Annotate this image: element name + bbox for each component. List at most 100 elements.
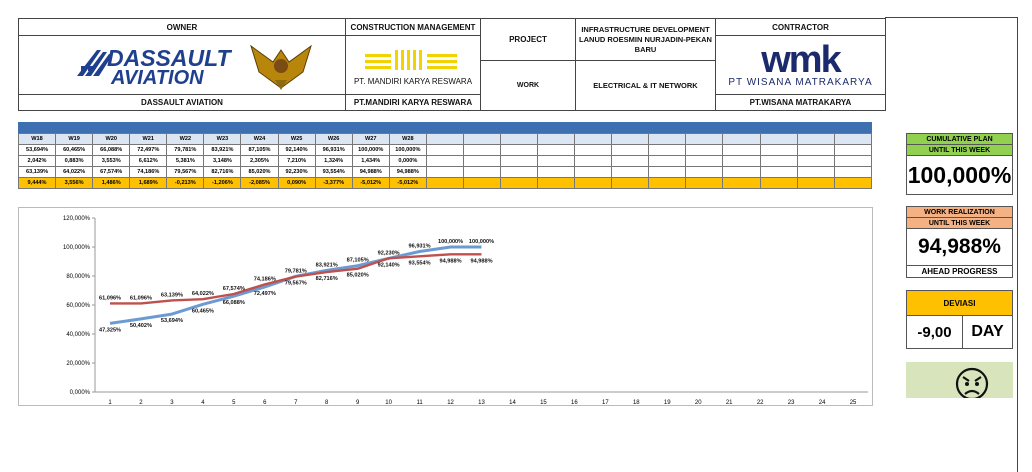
empty-cell — [722, 177, 761, 189]
table-row: 63,139% 64,022% 67,574% 74,186% 79,567% 82,71… — [17, 166, 873, 178]
contractor-logo-name: PT WISANA MATRAKARYA — [728, 76, 873, 88]
table-cell: 82,716% — [203, 166, 242, 178]
mood-box — [906, 362, 1013, 401]
plan-value: 100,000% — [906, 155, 1013, 195]
table-cell: -3,377% — [314, 177, 353, 189]
empty-cell — [425, 144, 464, 156]
chart-frame — [18, 207, 873, 406]
x-tick-label: 9 — [356, 400, 360, 406]
table-cell: 9,444% — [17, 177, 57, 189]
y-tick-label: 20,000% — [66, 361, 90, 367]
table-cell: W20 — [92, 133, 131, 145]
table-cell: 79,567% — [166, 166, 205, 178]
data-label: 82,716% — [316, 276, 338, 282]
empty-cell — [648, 133, 687, 145]
deviation-unit: DAY — [962, 315, 1013, 349]
empty-cell — [425, 133, 464, 145]
series-line — [110, 253, 482, 305]
cm-logo: PT. MANDIRI KARYA RESWARA — [345, 35, 481, 95]
table-cell: 5,381% — [166, 155, 205, 167]
table-cell: 96,931% — [314, 144, 353, 156]
table-cell: 0,090% — [277, 177, 316, 189]
y-tick-label: 0,000% — [70, 390, 91, 396]
x-tick-label: 11 — [416, 400, 423, 406]
x-tick-label: 22 — [757, 400, 764, 406]
x-tick-label: 14 — [509, 400, 516, 406]
table-cell: 1,486% — [92, 177, 131, 189]
empty-cell — [759, 133, 798, 145]
table-band — [18, 122, 872, 133]
table-cell: 79,781% — [166, 144, 205, 156]
project-text: INFRASTRUCTURE DEVELOPMENT LANUD ROESMIN… — [575, 18, 716, 61]
table-cell: -2,085% — [240, 177, 279, 189]
table-cell: W25 — [277, 133, 316, 145]
data-label: 96,931% — [409, 243, 431, 249]
deviation-value: -9,00 — [906, 315, 963, 349]
empty-cell — [796, 133, 835, 145]
table-cell: 85,020% — [240, 166, 279, 178]
x-tick-label: 20 — [695, 400, 702, 406]
work-text: ELECTRICAL & IT NETWORK — [575, 60, 716, 111]
empty-cell — [796, 177, 835, 189]
empty-cell — [833, 166, 873, 178]
x-tick-label: 25 — [850, 400, 857, 406]
table-cell: 3,553% — [92, 155, 131, 167]
table-row: 2,042% 0,883% 3,553% 6,612% 5,381% 3,148% 2,30… — [17, 155, 873, 167]
empty-cell — [685, 155, 724, 167]
data-label: 61,096% — [130, 295, 152, 301]
empty-cell — [500, 177, 539, 189]
x-tick-label: 16 — [571, 400, 578, 406]
empty-cell — [574, 155, 613, 167]
table-cell: 0,000% — [388, 155, 427, 167]
table-cell: 74,186% — [129, 166, 168, 178]
x-tick-label: 21 — [726, 400, 733, 406]
empty-cell — [425, 177, 464, 189]
table-row: W18 W19 W20 W21 W22 W23 W24 W25 W26 W27 W28 — [17, 133, 873, 145]
empty-cell — [462, 166, 502, 178]
x-tick-label: 24 — [819, 400, 826, 406]
cm-logo-art — [365, 50, 457, 70]
empty-cell — [759, 155, 798, 167]
x-tick-label: 2 — [139, 400, 143, 406]
table-cell: -0,213% — [166, 177, 205, 189]
table-cell: 100,000% — [388, 144, 427, 156]
empty-cell — [722, 133, 761, 145]
x-tick-label: 17 — [602, 400, 609, 406]
y-tick-label: 60,000% — [66, 303, 90, 309]
x-tick-label: 1 — [108, 400, 112, 406]
y-tick-label: 100,000% — [63, 245, 91, 251]
angry-face — [955, 367, 989, 401]
empty-cell — [574, 166, 613, 178]
empty-cell — [500, 155, 539, 167]
data-label: 60,465% — [192, 308, 214, 314]
table-cell: 87,105% — [240, 144, 279, 156]
empty-cell — [685, 144, 724, 156]
x-tick-label: 7 — [294, 400, 298, 406]
empty-cell — [500, 166, 539, 178]
empty-cell — [574, 177, 613, 189]
empty-cell — [759, 144, 798, 156]
table-cell: W19 — [55, 133, 94, 145]
empty-cell — [796, 166, 835, 178]
data-label: 100,000% — [469, 239, 494, 245]
empty-cell — [611, 177, 650, 189]
empty-cell — [611, 133, 650, 145]
project-label: PROJECT — [480, 18, 576, 61]
table-cell: 83,921% — [203, 144, 242, 156]
data-label: 72,497% — [254, 291, 276, 297]
x-tick-label: 6 — [263, 400, 267, 406]
empty-cell — [685, 166, 724, 178]
table-cell: W26 — [314, 133, 353, 145]
empty-cell — [462, 155, 502, 167]
table-cell: -5,012% — [351, 177, 390, 189]
frame-line — [885, 17, 1017, 18]
empty-cell — [537, 155, 576, 167]
y-tick-label: 80,000% — [66, 274, 90, 280]
data-label: 64,022% — [192, 291, 214, 297]
data-label: 100,000% — [438, 239, 463, 245]
empty-cell — [648, 166, 687, 178]
table-cell: 1,689% — [129, 177, 168, 189]
empty-cell — [796, 155, 835, 167]
empty-cell — [462, 177, 502, 189]
table-cell: W28 — [388, 133, 427, 145]
